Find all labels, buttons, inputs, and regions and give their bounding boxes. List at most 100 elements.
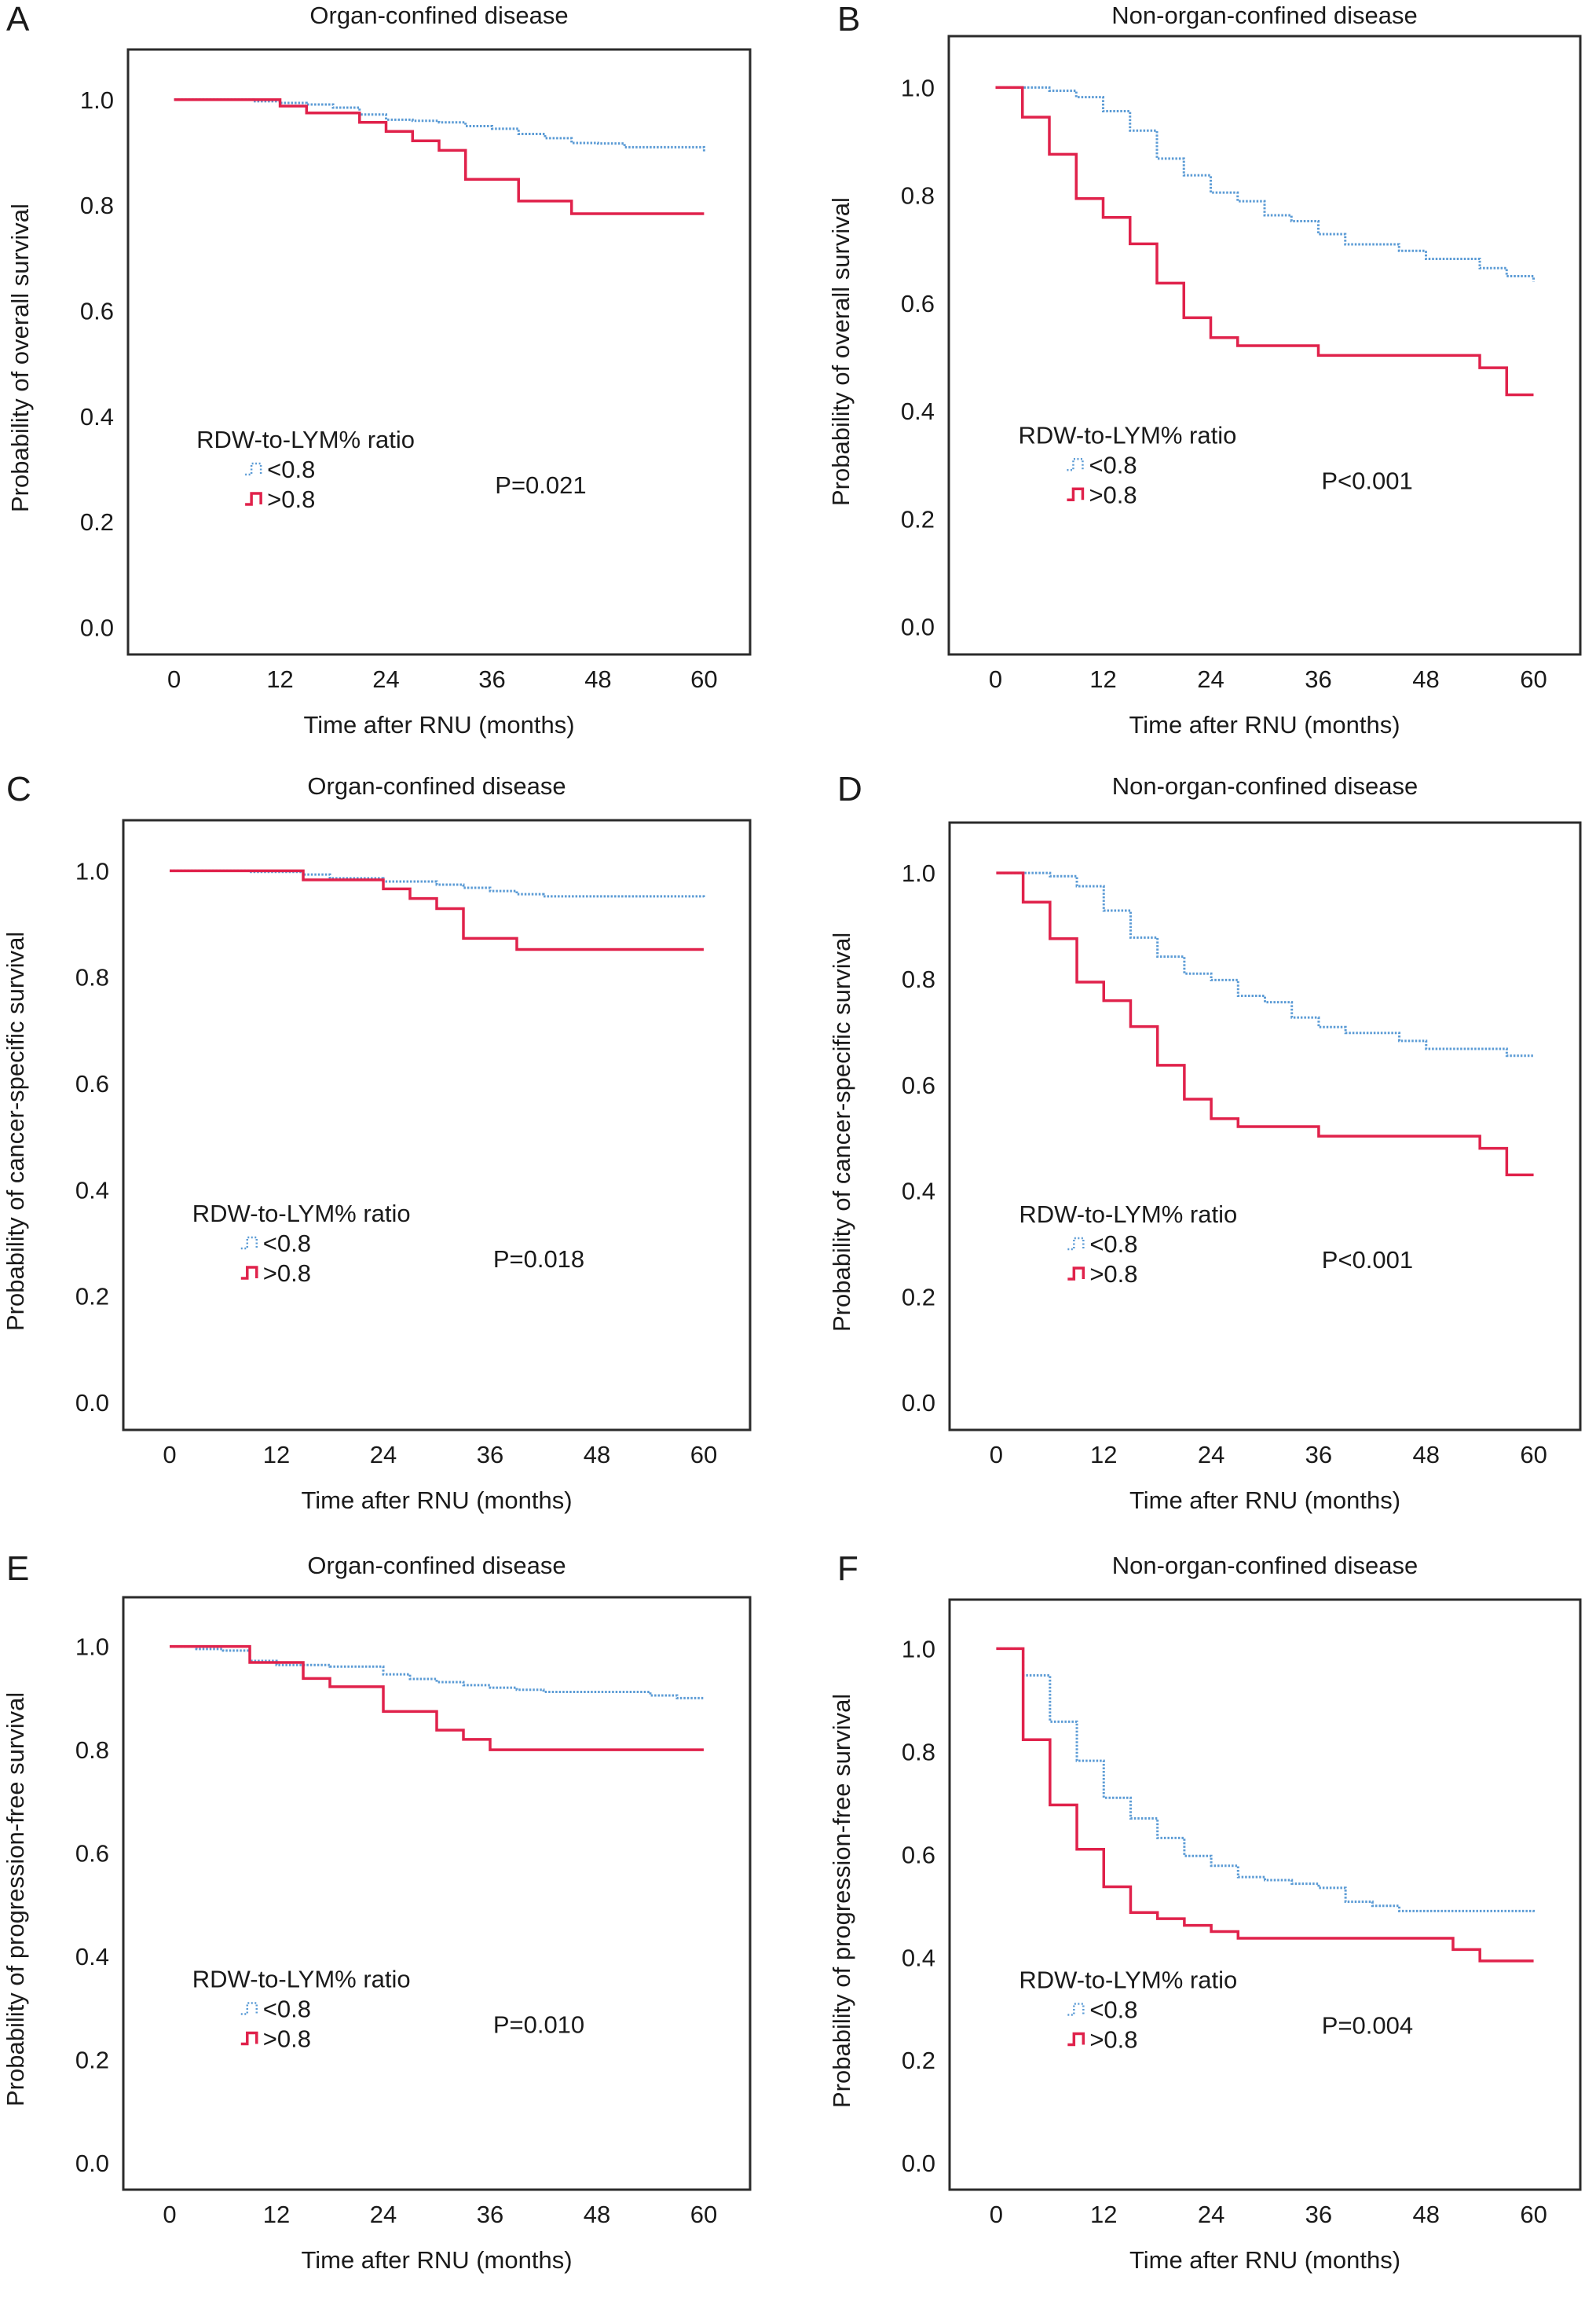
x-axis-label: Time after RNU (months) xyxy=(1129,711,1400,739)
p-value: P<0.001 xyxy=(1322,1246,1413,1274)
km-curve-low-ratio xyxy=(174,98,705,152)
legend-title: RDW-to-LYM% ratio xyxy=(1018,421,1236,449)
plot-frame xyxy=(122,1596,752,2191)
x-tick-label: 36 xyxy=(477,2201,503,2228)
panel-letter: F xyxy=(837,1549,858,1588)
legend-dotted-step-icon xyxy=(240,2002,258,2015)
x-tick-label: 24 xyxy=(1198,1441,1224,1468)
x-tick-label: 0 xyxy=(163,1441,176,1468)
panel-letter: E xyxy=(6,1549,30,1588)
x-tick-label: 0 xyxy=(990,2201,1003,2228)
x-tick-label: 48 xyxy=(1412,665,1439,693)
x-axis-label: Time after RNU (months) xyxy=(303,711,575,739)
legend-label: >0.8 xyxy=(267,486,315,513)
plot-frame xyxy=(126,48,752,656)
x-tick-label: 12 xyxy=(263,1441,290,1468)
x-tick-label: 0 xyxy=(989,665,1002,693)
x-tick-label: 60 xyxy=(690,2201,717,2228)
panel-letter: D xyxy=(837,770,862,808)
legend-label: <0.8 xyxy=(263,1996,311,2023)
legend-label: <0.8 xyxy=(1089,451,1137,478)
y-tick-label: 0.0 xyxy=(75,2150,109,2177)
y-tick-label: 0.6 xyxy=(75,1070,109,1098)
km-curve-high-ratio xyxy=(996,1647,1534,1963)
y-tick-label: 0.2 xyxy=(75,1283,109,1310)
plot-frame xyxy=(122,819,752,1431)
x-tick-label: 12 xyxy=(263,2201,290,2228)
panel-title: Organ-confined disease xyxy=(307,772,566,800)
x-tick-label: 36 xyxy=(1305,665,1331,693)
y-tick-label: 0.8 xyxy=(75,1736,109,1764)
y-tick-label: 0.4 xyxy=(902,1178,935,1205)
y-tick-label: 1.0 xyxy=(901,74,935,101)
panel-letter: C xyxy=(6,770,31,808)
x-tick-label: 0 xyxy=(990,1441,1003,1468)
x-tick-label: 36 xyxy=(478,665,505,693)
y-tick-label: 0.8 xyxy=(75,964,109,992)
p-value: P=0.018 xyxy=(493,1245,584,1273)
x-tick-label: 24 xyxy=(370,2201,397,2228)
panel-title: Organ-confined disease xyxy=(309,2,569,29)
y-tick-label: 0.8 xyxy=(80,192,114,219)
legend-label: >0.8 xyxy=(1089,481,1137,508)
legend-title: RDW-to-LYM% ratio xyxy=(1019,1200,1237,1228)
km-curve-low-ratio xyxy=(996,1647,1536,1914)
panel-title: Non-organ-confined disease xyxy=(1111,2,1418,29)
x-tick-label: 24 xyxy=(1198,2201,1224,2228)
y-tick-label: 0.8 xyxy=(902,966,935,993)
legend-solid-step-icon xyxy=(240,1266,258,1280)
km-curve-high-ratio xyxy=(170,869,704,951)
y-tick-label: 1.0 xyxy=(75,1633,109,1661)
x-tick-label: 0 xyxy=(163,2201,176,2228)
legend-dotted-step-icon xyxy=(1067,458,1084,471)
y-tick-label: 0.6 xyxy=(75,1840,109,1868)
x-axis-label: Time after RNU (months) xyxy=(1129,2246,1401,2274)
y-tick-label: 0.4 xyxy=(902,1944,935,1971)
legend-label: >0.8 xyxy=(1089,2026,1137,2054)
x-tick-label: 12 xyxy=(1089,665,1116,693)
legend-solid-step-icon xyxy=(240,2031,258,2046)
x-tick-label: 36 xyxy=(1305,1441,1332,1468)
panel-title: Organ-confined disease xyxy=(307,1552,566,1579)
legend-title: RDW-to-LYM% ratio xyxy=(192,1966,411,1993)
x-tick-label: 12 xyxy=(266,665,293,693)
legend-label: >0.8 xyxy=(263,1259,311,1287)
x-axis-label: Time after RNU (months) xyxy=(1129,1486,1401,1514)
plot-frame xyxy=(948,1598,1582,2191)
legend-label: <0.8 xyxy=(263,1230,311,1257)
legend-label: <0.8 xyxy=(1089,1230,1137,1258)
legend-solid-step-icon xyxy=(245,492,262,506)
x-axis-label: Time after RNU (months) xyxy=(301,1486,573,1514)
legend-solid-step-icon xyxy=(1067,2032,1085,2047)
p-value: P=0.021 xyxy=(495,471,586,499)
x-tick-label: 0 xyxy=(167,665,181,693)
legend-solid-step-icon xyxy=(1067,487,1085,502)
p-value: P=0.010 xyxy=(493,2011,584,2039)
legend-dotted-step-icon xyxy=(1067,1237,1085,1251)
y-tick-label: 0.0 xyxy=(902,2150,935,2177)
x-tick-label: 60 xyxy=(1520,1441,1547,1468)
legend-label: >0.8 xyxy=(1089,1260,1137,1288)
legend-label: <0.8 xyxy=(1089,1996,1137,2024)
y-tick-label: 0.0 xyxy=(80,614,114,641)
y-tick-label: 0.0 xyxy=(901,614,935,641)
legend-title: RDW-to-LYM% ratio xyxy=(196,426,415,453)
km-curve-high-ratio xyxy=(174,98,705,215)
x-tick-label: 48 xyxy=(1413,1441,1440,1468)
x-tick-label: 12 xyxy=(1090,1441,1117,1468)
x-tick-label: 12 xyxy=(1090,2201,1117,2228)
x-axis-label: Time after RNU (months) xyxy=(301,2246,573,2274)
y-tick-label: 0.8 xyxy=(901,182,935,210)
x-tick-label: 60 xyxy=(1520,2201,1547,2228)
x-tick-label: 48 xyxy=(584,2201,610,2228)
panel-letter: B xyxy=(837,0,861,38)
km-curve-low-ratio xyxy=(996,871,1534,1058)
y-tick-label: 1.0 xyxy=(75,857,109,885)
y-tick-label: 0.0 xyxy=(902,1389,935,1417)
x-tick-label: 48 xyxy=(584,1441,610,1468)
